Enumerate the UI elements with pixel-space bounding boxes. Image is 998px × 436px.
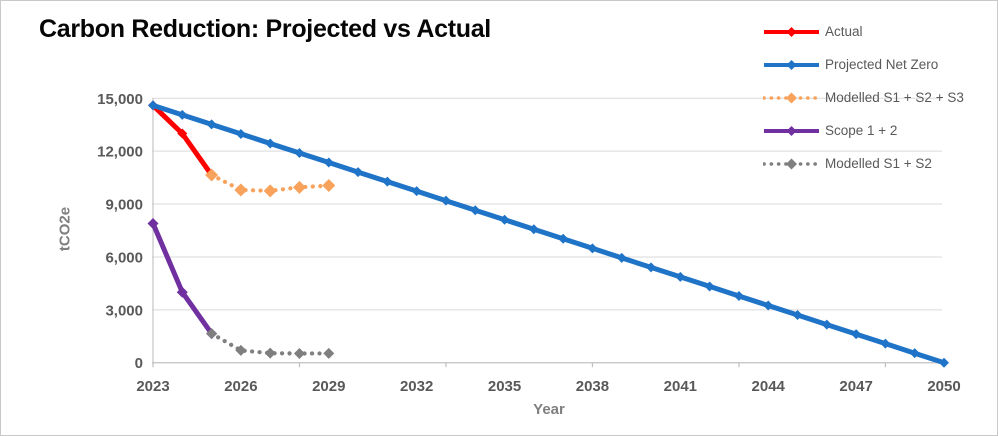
series-marker-projected-net-zero (235, 128, 246, 139)
legend-item-scope-1-2: Scope 1 + 2 (763, 114, 964, 147)
series-marker-projected-net-zero (880, 338, 891, 349)
series-marker-projected-net-zero (763, 300, 774, 311)
legend-marker-icon (764, 125, 819, 136)
x-tick-label: 2023 (136, 378, 169, 395)
legend-diamond-icon (786, 26, 797, 37)
series-line-modelled-s1-s2 (209, 331, 331, 356)
chart-title: Carbon Reduction: Projected vs Actual (39, 15, 491, 43)
legend-marker-icon (764, 26, 819, 37)
series-marker-modelled-s1-s2-s3 (292, 180, 306, 194)
series-marker-modelled-s1-s2-s3 (263, 184, 277, 198)
legend: Actual Projected Net Zero Modelled S1 + S2… (763, 15, 964, 180)
series-marker-projected-net-zero (558, 233, 569, 244)
series-marker-actual (177, 128, 188, 139)
series-marker-modelled-s1-s2-s3 (205, 168, 219, 182)
y-tick-label: 9,000 (105, 197, 143, 214)
series-marker-projected-net-zero (470, 205, 481, 216)
legend-diamond-icon (786, 158, 797, 169)
x-axis-title: Year (533, 401, 565, 418)
series-marker-scope-1-2 (176, 286, 188, 298)
series-marker-projected-net-zero (646, 262, 657, 273)
y-axis-title: tCO2e (56, 206, 74, 252)
series-marker-projected-net-zero (587, 243, 598, 254)
series-line-scope-1-2 (150, 222, 214, 336)
legend-marker-icon (764, 59, 819, 70)
series-marker-projected-net-zero (353, 167, 364, 178)
legend-item-modelled-s1-s2-s3: Modelled S1 + S2 + S3 (763, 81, 964, 114)
series-marker-projected-net-zero (528, 224, 539, 235)
series-marker-projected-net-zero (177, 109, 188, 120)
legend-marker-icon (763, 92, 820, 103)
legend-item-label: Modelled S1 + S2 + S3 (825, 90, 964, 105)
series-marker-modelled-s1-s2 (293, 348, 305, 360)
series-marker-projected-net-zero (851, 329, 862, 340)
series-marker-projected-net-zero (733, 290, 744, 301)
legend-item-label: Scope 1 + 2 (825, 123, 898, 138)
x-tick-label: 2050 (927, 378, 960, 395)
y-tick-label: 6,000 (105, 249, 143, 266)
x-tick-label: 2041 (664, 378, 697, 395)
series-marker-scope-1-2 (147, 217, 159, 229)
legend-marker-icon (763, 158, 820, 169)
y-tick-label: 3,000 (105, 302, 143, 319)
x-tick-label: 2038 (576, 378, 609, 395)
legend-item-modelled-s1-s2: Modelled S1 + S2 (763, 147, 964, 180)
x-tick-label: 2047 (839, 378, 872, 395)
series-marker-modelled-s1-s2 (235, 344, 247, 356)
series-marker-projected-net-zero (939, 357, 949, 368)
legend-item-label: Actual (825, 24, 863, 39)
series-line-projected-net-zero (152, 103, 945, 366)
legend-diamond-icon (786, 125, 797, 136)
series-marker-projected-net-zero (909, 348, 920, 359)
x-tick-label: 2026 (224, 378, 257, 395)
series-marker-projected-net-zero (148, 100, 158, 111)
legend-item-label: Projected Net Zero (825, 57, 939, 72)
series-marker-projected-net-zero (323, 157, 334, 168)
series-marker-projected-net-zero (206, 119, 217, 130)
x-tick-label: 2044 (752, 378, 786, 395)
series-marker-projected-net-zero (265, 138, 276, 149)
series-marker-projected-net-zero (704, 281, 715, 292)
x-tick-label: 2029 (312, 378, 345, 395)
series-marker-modelled-s1-s2 (206, 328, 218, 340)
series-marker-modelled-s1-s2-s3 (234, 183, 248, 197)
legend-diamond-icon (786, 92, 797, 103)
series-marker-projected-net-zero (821, 319, 832, 330)
x-tick-label: 2035 (488, 378, 521, 395)
y-tick-label: 12,000 (97, 144, 143, 161)
series-marker-projected-net-zero (294, 148, 305, 159)
legend-item-projected-net-zero: Projected Net Zero (763, 48, 964, 81)
series-marker-projected-net-zero (499, 214, 510, 225)
series-marker-projected-net-zero (675, 271, 686, 282)
series-marker-projected-net-zero (616, 252, 627, 263)
series-line-modelled-s1-s2-s3 (209, 172, 331, 193)
series-marker-projected-net-zero (411, 186, 422, 197)
series-marker-modelled-s1-s2 (264, 347, 276, 359)
y-tick-label: 15,000 (97, 91, 143, 108)
series-marker-modelled-s1-s2 (323, 347, 335, 359)
series-marker-projected-net-zero (440, 195, 451, 206)
legend-diamond-icon (786, 59, 797, 70)
y-tick-label: 0 (135, 355, 143, 372)
series-marker-projected-net-zero (382, 176, 393, 187)
legend-item-actual: Actual (763, 15, 964, 48)
legend-item-label: Modelled S1 + S2 (825, 156, 932, 171)
x-tick-label: 2032 (400, 378, 433, 395)
series-marker-projected-net-zero (792, 310, 803, 321)
series-marker-modelled-s1-s2-s3 (322, 179, 336, 193)
